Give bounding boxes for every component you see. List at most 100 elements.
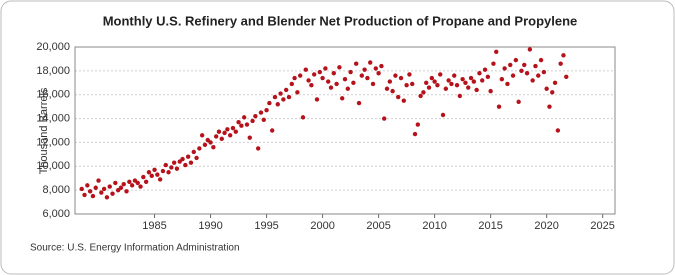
point xyxy=(396,94,401,100)
y-tick-label: 8,000 xyxy=(42,184,70,196)
point xyxy=(99,190,104,195)
point xyxy=(510,73,516,78)
point xyxy=(384,86,390,91)
point xyxy=(289,81,294,87)
point xyxy=(138,184,143,189)
point xyxy=(373,66,379,71)
point xyxy=(527,47,533,52)
point xyxy=(141,174,146,180)
y-tick-label: 12,000 xyxy=(36,136,70,148)
point xyxy=(457,93,463,99)
point xyxy=(174,166,180,171)
point xyxy=(96,178,101,183)
point xyxy=(393,73,398,78)
point xyxy=(188,160,194,165)
point xyxy=(213,134,219,139)
point xyxy=(85,183,90,188)
point xyxy=(272,94,278,100)
point xyxy=(292,75,297,81)
point xyxy=(390,88,395,94)
x-tick-label: 2015 xyxy=(478,220,502,232)
point xyxy=(197,146,202,151)
point xyxy=(468,75,474,81)
point xyxy=(555,128,561,133)
point xyxy=(155,172,160,177)
point xyxy=(325,79,331,84)
point xyxy=(474,87,479,93)
point xyxy=(446,78,451,83)
point xyxy=(421,90,426,95)
point xyxy=(401,98,407,103)
point xyxy=(387,79,393,84)
point xyxy=(435,82,440,88)
point xyxy=(368,60,373,65)
point xyxy=(230,125,236,131)
point xyxy=(127,179,132,184)
point xyxy=(429,75,435,81)
point xyxy=(216,129,222,134)
y-tick-label: 20,000 xyxy=(36,41,70,53)
point xyxy=(412,131,418,137)
point xyxy=(160,168,166,174)
point xyxy=(297,73,303,78)
y-axis-title: Thousand Barrels xyxy=(38,87,50,174)
plot-border xyxy=(74,46,616,215)
x-tick-label: 2000 xyxy=(310,220,334,232)
point xyxy=(508,62,513,68)
point xyxy=(499,77,505,82)
point xyxy=(398,75,404,81)
point xyxy=(376,71,381,76)
point xyxy=(494,49,499,54)
point xyxy=(241,115,247,120)
point xyxy=(561,53,566,58)
point xyxy=(163,162,168,168)
point xyxy=(278,91,283,96)
point xyxy=(485,74,491,80)
point xyxy=(471,79,477,84)
point xyxy=(166,170,171,175)
point xyxy=(362,67,367,72)
point xyxy=(250,118,255,124)
y-tick-label: 10,000 xyxy=(36,160,70,172)
point xyxy=(522,62,527,68)
point xyxy=(558,61,563,66)
point xyxy=(519,68,524,74)
point xyxy=(449,81,454,87)
point xyxy=(253,113,258,119)
chart-title: Monthly U.S. Refinery and Blender Net Pr… xyxy=(103,13,578,28)
y-tick-label: 18,000 xyxy=(36,65,70,77)
point xyxy=(239,123,244,128)
point xyxy=(491,61,496,66)
point xyxy=(247,135,252,140)
point xyxy=(300,115,306,120)
point xyxy=(143,179,149,184)
y-tick-label: 16,000 xyxy=(36,89,70,101)
point xyxy=(452,73,457,78)
point xyxy=(90,193,96,199)
point xyxy=(379,63,384,69)
point xyxy=(264,108,269,113)
point xyxy=(129,183,135,188)
point xyxy=(438,72,443,77)
point xyxy=(171,160,177,165)
point xyxy=(149,173,154,179)
point xyxy=(348,69,353,75)
point xyxy=(359,73,365,78)
point xyxy=(152,167,157,173)
point xyxy=(124,189,129,194)
point xyxy=(432,79,437,84)
point xyxy=(118,185,124,190)
x-tick-label: 1995 xyxy=(254,220,278,232)
point xyxy=(180,156,185,162)
point xyxy=(113,180,118,186)
point xyxy=(550,90,555,95)
point xyxy=(337,65,342,70)
point xyxy=(258,110,264,115)
point xyxy=(524,71,530,76)
point xyxy=(424,80,429,85)
point xyxy=(552,80,558,85)
point xyxy=(342,77,348,82)
point xyxy=(323,66,328,71)
point xyxy=(339,96,345,101)
